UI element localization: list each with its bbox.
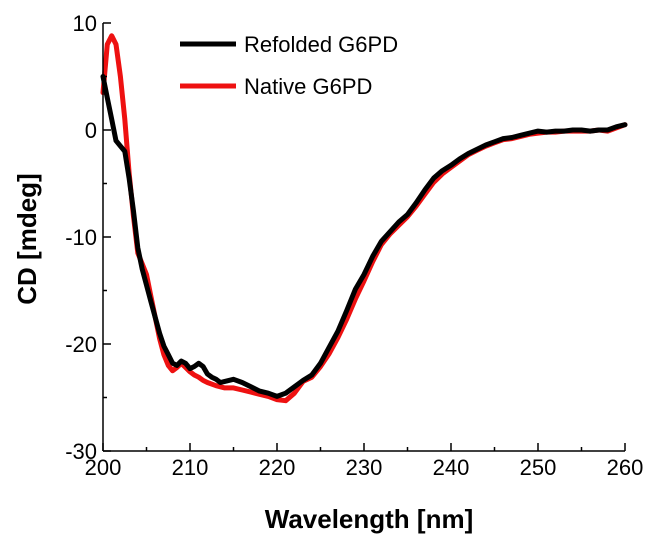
tick-labels: 200 210 220 230 240 250 260 -30 -20 -10 0 10 [65, 11, 643, 480]
x-tick-label: 240 [433, 455, 470, 480]
x-tick-label: 200 [85, 455, 122, 480]
x-tick-label: 220 [259, 455, 296, 480]
x-tick-label: 210 [172, 455, 209, 480]
legend: Refolded G6PD Native G6PD [180, 32, 398, 99]
y-tick-label: -20 [65, 332, 97, 357]
y-tick-label: 10 [73, 11, 97, 36]
legend-label-native: Native G6PD [244, 74, 372, 99]
x-axis-title: Wavelength [nm] [265, 504, 473, 534]
y-tick-label: -10 [65, 225, 97, 250]
axes [102, 22, 626, 452]
y-axis-title: CD [mdeg] [12, 173, 42, 304]
series-line-refolded [100, 74, 628, 399]
legend-label-refolded: Refolded G6PD [244, 32, 398, 57]
x-tick-label: 250 [520, 455, 557, 480]
x-tick-label: 230 [346, 455, 383, 480]
x-tick-label: 260 [607, 455, 644, 480]
plot-area [100, 33, 628, 404]
y-tick-label: -30 [65, 439, 97, 464]
y-tick-label: 0 [85, 118, 97, 143]
